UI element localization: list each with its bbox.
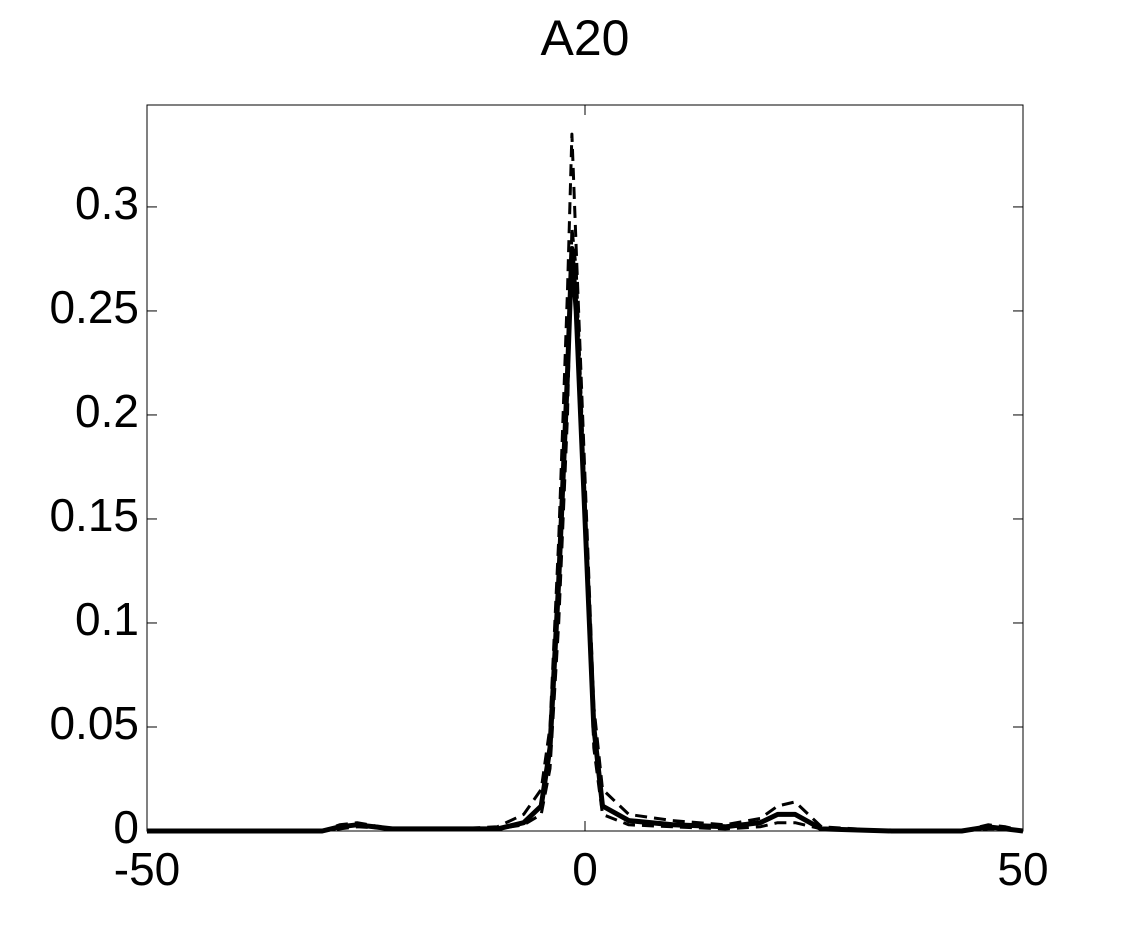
line-series [147, 226, 1024, 833]
y-tick-label: 0.05 [49, 697, 139, 749]
y-tick-label: 0.15 [49, 489, 139, 541]
x-tick-label: 50 [997, 843, 1048, 895]
y-tick-label: 0.3 [75, 177, 139, 229]
x-tick-label: 0 [572, 843, 598, 895]
chart-title: A20 [541, 10, 630, 66]
y-tick-label: 0.25 [49, 281, 139, 333]
y-tick-label: 0.2 [75, 385, 139, 437]
y-tick-label: 0.1 [75, 593, 139, 645]
x-tick-label: -50 [114, 843, 180, 895]
y-tick-label: 0 [113, 801, 139, 853]
